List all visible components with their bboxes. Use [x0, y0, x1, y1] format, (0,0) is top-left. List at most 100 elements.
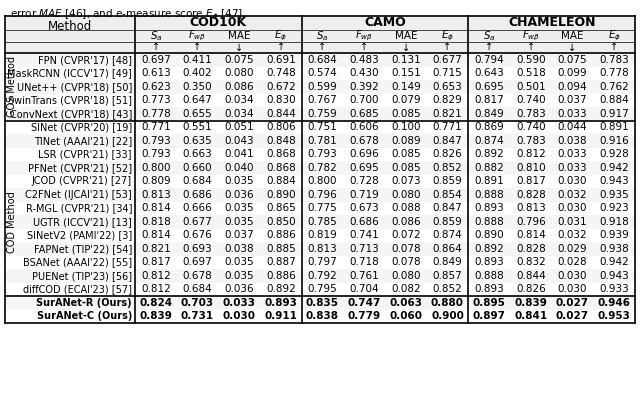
Text: 0.942: 0.942	[599, 257, 629, 267]
Text: 0.035: 0.035	[225, 203, 254, 213]
Text: 0.891: 0.891	[599, 122, 629, 132]
Text: 0.027: 0.027	[556, 311, 589, 321]
Text: $S_a$: $S_a$	[316, 29, 329, 43]
Text: 0.751: 0.751	[308, 122, 337, 132]
Text: 0.828: 0.828	[516, 244, 546, 254]
Text: 0.767: 0.767	[308, 95, 337, 105]
Text: 0.678: 0.678	[349, 136, 379, 146]
Text: 0.684: 0.684	[182, 284, 212, 294]
Text: 0.916: 0.916	[599, 136, 629, 146]
Text: 0.759: 0.759	[308, 109, 337, 119]
Bar	[5, 80, 635, 94]
Text: 0.034: 0.034	[225, 109, 254, 119]
Text: 0.078: 0.078	[391, 257, 420, 267]
Text: 0.852: 0.852	[433, 284, 462, 294]
Bar	[5, 188, 635, 201]
Text: 0.939: 0.939	[599, 230, 629, 240]
Text: 0.028: 0.028	[557, 257, 588, 267]
Text: 0.063: 0.063	[389, 298, 422, 308]
Text: 0.865: 0.865	[266, 203, 296, 213]
Text: 0.672: 0.672	[266, 82, 296, 92]
Text: 0.874: 0.874	[474, 136, 504, 146]
Text: 0.761: 0.761	[349, 271, 379, 281]
Text: SINet (CVPR'20) [19]: SINet (CVPR'20) [19]	[31, 122, 132, 132]
Text: 0.037: 0.037	[225, 230, 254, 240]
Text: 0.693: 0.693	[182, 244, 212, 254]
Text: 0.892: 0.892	[266, 284, 296, 294]
Text: 0.695: 0.695	[349, 163, 379, 173]
Text: 0.841: 0.841	[515, 311, 547, 321]
Text: 0.890: 0.890	[474, 230, 504, 240]
Text: 0.606: 0.606	[349, 122, 379, 132]
Text: 0.718: 0.718	[349, 257, 379, 267]
Text: ConvNext (CVPR'18) [43]: ConvNext (CVPR'18) [43]	[10, 109, 132, 119]
Text: 0.868: 0.868	[266, 149, 296, 159]
Text: 0.782: 0.782	[308, 163, 337, 173]
Text: 0.035: 0.035	[225, 217, 254, 227]
Text: 0.029: 0.029	[557, 244, 588, 254]
Text: 0.075: 0.075	[225, 55, 254, 65]
Text: 0.850: 0.850	[266, 217, 296, 227]
Text: UGTR (ICCV'21) [13]: UGTR (ICCV'21) [13]	[33, 217, 132, 227]
Text: 0.892: 0.892	[474, 149, 504, 159]
Text: 0.917: 0.917	[599, 109, 629, 119]
Text: 0.762: 0.762	[599, 82, 629, 92]
Text: 0.032: 0.032	[557, 190, 588, 200]
Bar	[5, 215, 635, 228]
Text: PFNet (CVPR'21) [52]: PFNet (CVPR'21) [52]	[28, 163, 132, 173]
Text: 0.030: 0.030	[557, 284, 588, 294]
Text: 0.844: 0.844	[266, 109, 296, 119]
Text: 0.900: 0.900	[431, 311, 464, 321]
Text: 0.886: 0.886	[266, 271, 296, 281]
Text: 0.882: 0.882	[474, 163, 504, 173]
Text: ↑: ↑	[276, 42, 285, 52]
Text: ↑: ↑	[152, 42, 160, 52]
Text: 0.830: 0.830	[266, 95, 296, 105]
Text: 0.653: 0.653	[433, 82, 462, 92]
Text: UNet++ (CVPR'18) [50]: UNet++ (CVPR'18) [50]	[17, 82, 132, 92]
Bar	[5, 107, 635, 121]
Text: 0.817: 0.817	[474, 95, 504, 105]
Text: 0.797: 0.797	[308, 257, 337, 267]
Text: 0.893: 0.893	[474, 284, 504, 294]
Text: ↑: ↑	[360, 42, 368, 52]
Text: 0.696: 0.696	[349, 149, 379, 159]
Text: 0.088: 0.088	[391, 203, 420, 213]
Text: 0.897: 0.897	[473, 311, 506, 321]
Text: 0.703: 0.703	[181, 298, 214, 308]
Text: 0.893: 0.893	[264, 298, 297, 308]
Text: ↑: ↑	[610, 42, 618, 52]
Text: 0.411: 0.411	[182, 55, 212, 65]
Text: 0.035: 0.035	[225, 257, 254, 267]
Text: 0.886: 0.886	[266, 230, 296, 240]
Text: 0.814: 0.814	[516, 230, 546, 240]
Text: 0.086: 0.086	[225, 82, 254, 92]
Text: 0.402: 0.402	[182, 68, 212, 78]
Text: 0.812: 0.812	[516, 149, 546, 159]
Text: 0.033: 0.033	[223, 298, 255, 308]
Text: 0.838: 0.838	[306, 311, 339, 321]
Text: 0.824: 0.824	[140, 298, 172, 308]
Text: $E_{\phi}$: $E_{\phi}$	[607, 29, 621, 43]
Text: 0.839: 0.839	[515, 298, 547, 308]
Text: 0.035: 0.035	[225, 271, 254, 281]
Text: 0.793: 0.793	[141, 149, 171, 159]
Text: 0.073: 0.073	[391, 176, 420, 186]
Text: 0.684: 0.684	[182, 176, 212, 186]
Text: C2FNet (IJCAI'21) [53]: C2FNet (IJCAI'21) [53]	[25, 190, 132, 200]
Text: 0.033: 0.033	[557, 109, 588, 119]
Text: 0.785: 0.785	[308, 217, 337, 227]
Text: SwinTrans (CVPR'18) [51]: SwinTrans (CVPR'18) [51]	[8, 95, 132, 105]
Text: 0.839: 0.839	[140, 311, 172, 321]
Text: 0.826: 0.826	[433, 149, 462, 159]
Text: BSANet (AAAI'22) [55]: BSANet (AAAI'22) [55]	[23, 257, 132, 267]
Text: LSR (CVPR'21) [33]: LSR (CVPR'21) [33]	[38, 149, 132, 159]
Bar	[5, 269, 635, 282]
Text: 0.131: 0.131	[391, 55, 420, 65]
Text: 0.748: 0.748	[266, 68, 296, 78]
Text: 0.740: 0.740	[516, 122, 546, 132]
Text: 0.040: 0.040	[225, 163, 254, 173]
Text: 0.677: 0.677	[182, 217, 212, 227]
Text: COD Method: COD Method	[7, 191, 17, 253]
Text: 0.781: 0.781	[308, 136, 337, 146]
